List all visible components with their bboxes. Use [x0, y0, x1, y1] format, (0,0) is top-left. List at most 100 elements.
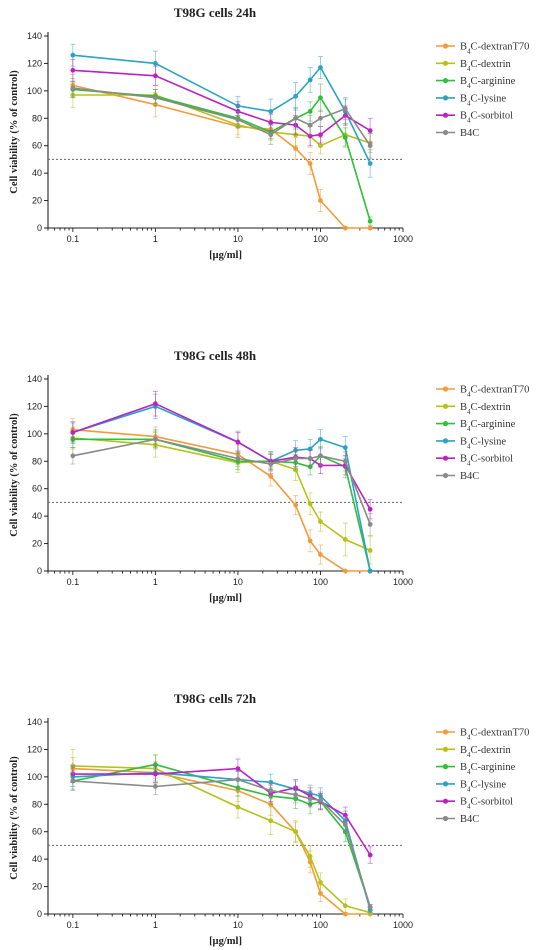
- data-point: [318, 519, 323, 525]
- data-point: [367, 128, 373, 134]
- series-b4c-sorbitol: [70, 58, 373, 147]
- x-axis-label: [µg/ml]: [209, 936, 242, 947]
- data-point: [367, 548, 373, 553]
- legend-label: B4C-dextrin: [460, 59, 512, 73]
- data-point: [307, 854, 313, 859]
- data-point: [268, 788, 274, 793]
- legend-label: B4C-dextranT70: [460, 385, 529, 399]
- data-point: [307, 456, 313, 461]
- x-tick-label: 0.1: [67, 234, 80, 244]
- y-tick-label: 0: [37, 566, 42, 576]
- data-point: [367, 568, 373, 574]
- data-point: [367, 218, 373, 224]
- series-b4c-sorbitol: [70, 758, 373, 864]
- y-tick-label: 120: [27, 744, 42, 754]
- y-tick-label: 80: [32, 456, 42, 466]
- data-point: [342, 445, 348, 450]
- series-line: [72, 88, 371, 222]
- data-point: [307, 109, 313, 114]
- legend-swatch-marker: [442, 78, 449, 84]
- legend-label: B4C: [460, 814, 479, 825]
- data-point: [318, 143, 323, 149]
- data-point: [293, 792, 299, 798]
- data-point: [367, 904, 373, 910]
- data-point: [70, 67, 76, 73]
- data-point: [293, 829, 299, 835]
- data-point: [318, 198, 323, 203]
- legend-swatch-marker: [442, 403, 449, 409]
- data-point: [235, 804, 241, 810]
- chart-title: T98G cells 48h: [174, 348, 257, 363]
- series-b4c-lysine: [70, 43, 373, 178]
- series-line: [72, 428, 371, 572]
- y-tick-label: 100: [27, 772, 42, 782]
- legend-label: B4C: [460, 471, 479, 482]
- x-tick-label: 1000: [393, 234, 413, 244]
- legend-label: B4C-dextrin: [460, 402, 512, 416]
- data-point: [235, 456, 241, 461]
- chart-panel-2: T98G cells 48h 0 20 40 60 80 100 120 140 0.1 1 10 10…: [9, 348, 529, 604]
- data-point: [342, 568, 348, 574]
- x-tick-label: 10: [233, 920, 243, 930]
- data-point: [152, 771, 158, 777]
- data-point: [293, 502, 299, 508]
- data-point: [342, 903, 348, 909]
- y-tick-label: 0: [37, 909, 42, 919]
- legend-label: B4C-sorbitol: [460, 111, 513, 125]
- x-tick-label: 10: [233, 234, 243, 244]
- data-point: [268, 461, 274, 467]
- legend-label: B4C-lysine: [460, 779, 506, 793]
- y-axis-label: Cell viability (% of control): [9, 413, 20, 537]
- chart-title: T98G cells 24h: [174, 5, 257, 20]
- series-line: [72, 405, 371, 572]
- series-b4c-arginine: [70, 80, 373, 226]
- chart-title: T98G cells 72h: [174, 691, 257, 706]
- data-point: [307, 77, 313, 83]
- legend-swatch-marker: [442, 455, 449, 461]
- legend-swatch-marker: [442, 798, 449, 804]
- legend-label: B4C-sorbitol: [460, 454, 513, 468]
- data-point: [318, 552, 323, 557]
- data-point: [367, 143, 373, 149]
- data-point: [235, 766, 241, 772]
- legend-swatch-marker: [442, 43, 449, 49]
- data-point: [367, 506, 373, 512]
- legend-swatch-marker: [442, 421, 449, 427]
- data-point: [318, 797, 323, 803]
- legend-label: B4C-arginine: [460, 76, 516, 90]
- data-point: [268, 818, 274, 824]
- legend-swatch-marker: [442, 472, 449, 479]
- data-point: [318, 115, 323, 121]
- data-point: [318, 436, 323, 442]
- y-tick-label: 120: [27, 401, 42, 411]
- data-point: [293, 146, 299, 151]
- legend-label: B4C-dextrin: [460, 745, 512, 759]
- y-tick-label: 40: [32, 854, 42, 864]
- y-tick-label: 120: [27, 58, 42, 68]
- series-b4c: [70, 770, 373, 911]
- x-tick-label: 1: [153, 234, 158, 244]
- legend-swatch-marker: [442, 438, 449, 444]
- y-tick-label: 80: [32, 799, 42, 809]
- data-point: [152, 784, 158, 789]
- x-tick-label: 100: [313, 577, 328, 587]
- data-point: [342, 135, 348, 140]
- legend-label: B4C-lysine: [460, 436, 506, 450]
- data-point: [318, 65, 323, 70]
- data-point: [152, 95, 158, 101]
- data-point: [342, 537, 348, 542]
- y-tick-label: 60: [32, 484, 42, 494]
- legend-swatch-marker: [442, 746, 449, 752]
- series-line: [72, 763, 371, 908]
- series-line: [72, 438, 371, 525]
- data-point: [268, 120, 274, 125]
- x-tick-label: 10: [233, 577, 243, 587]
- data-point: [307, 538, 313, 544]
- legend-swatch-marker: [442, 764, 449, 770]
- series-b4c-lysine: [70, 393, 373, 574]
- legend-swatch-marker: [442, 60, 449, 66]
- legend-swatch-marker: [442, 781, 449, 787]
- series-line: [72, 94, 371, 147]
- x-tick-label: 100: [313, 920, 328, 930]
- data-point: [268, 109, 274, 114]
